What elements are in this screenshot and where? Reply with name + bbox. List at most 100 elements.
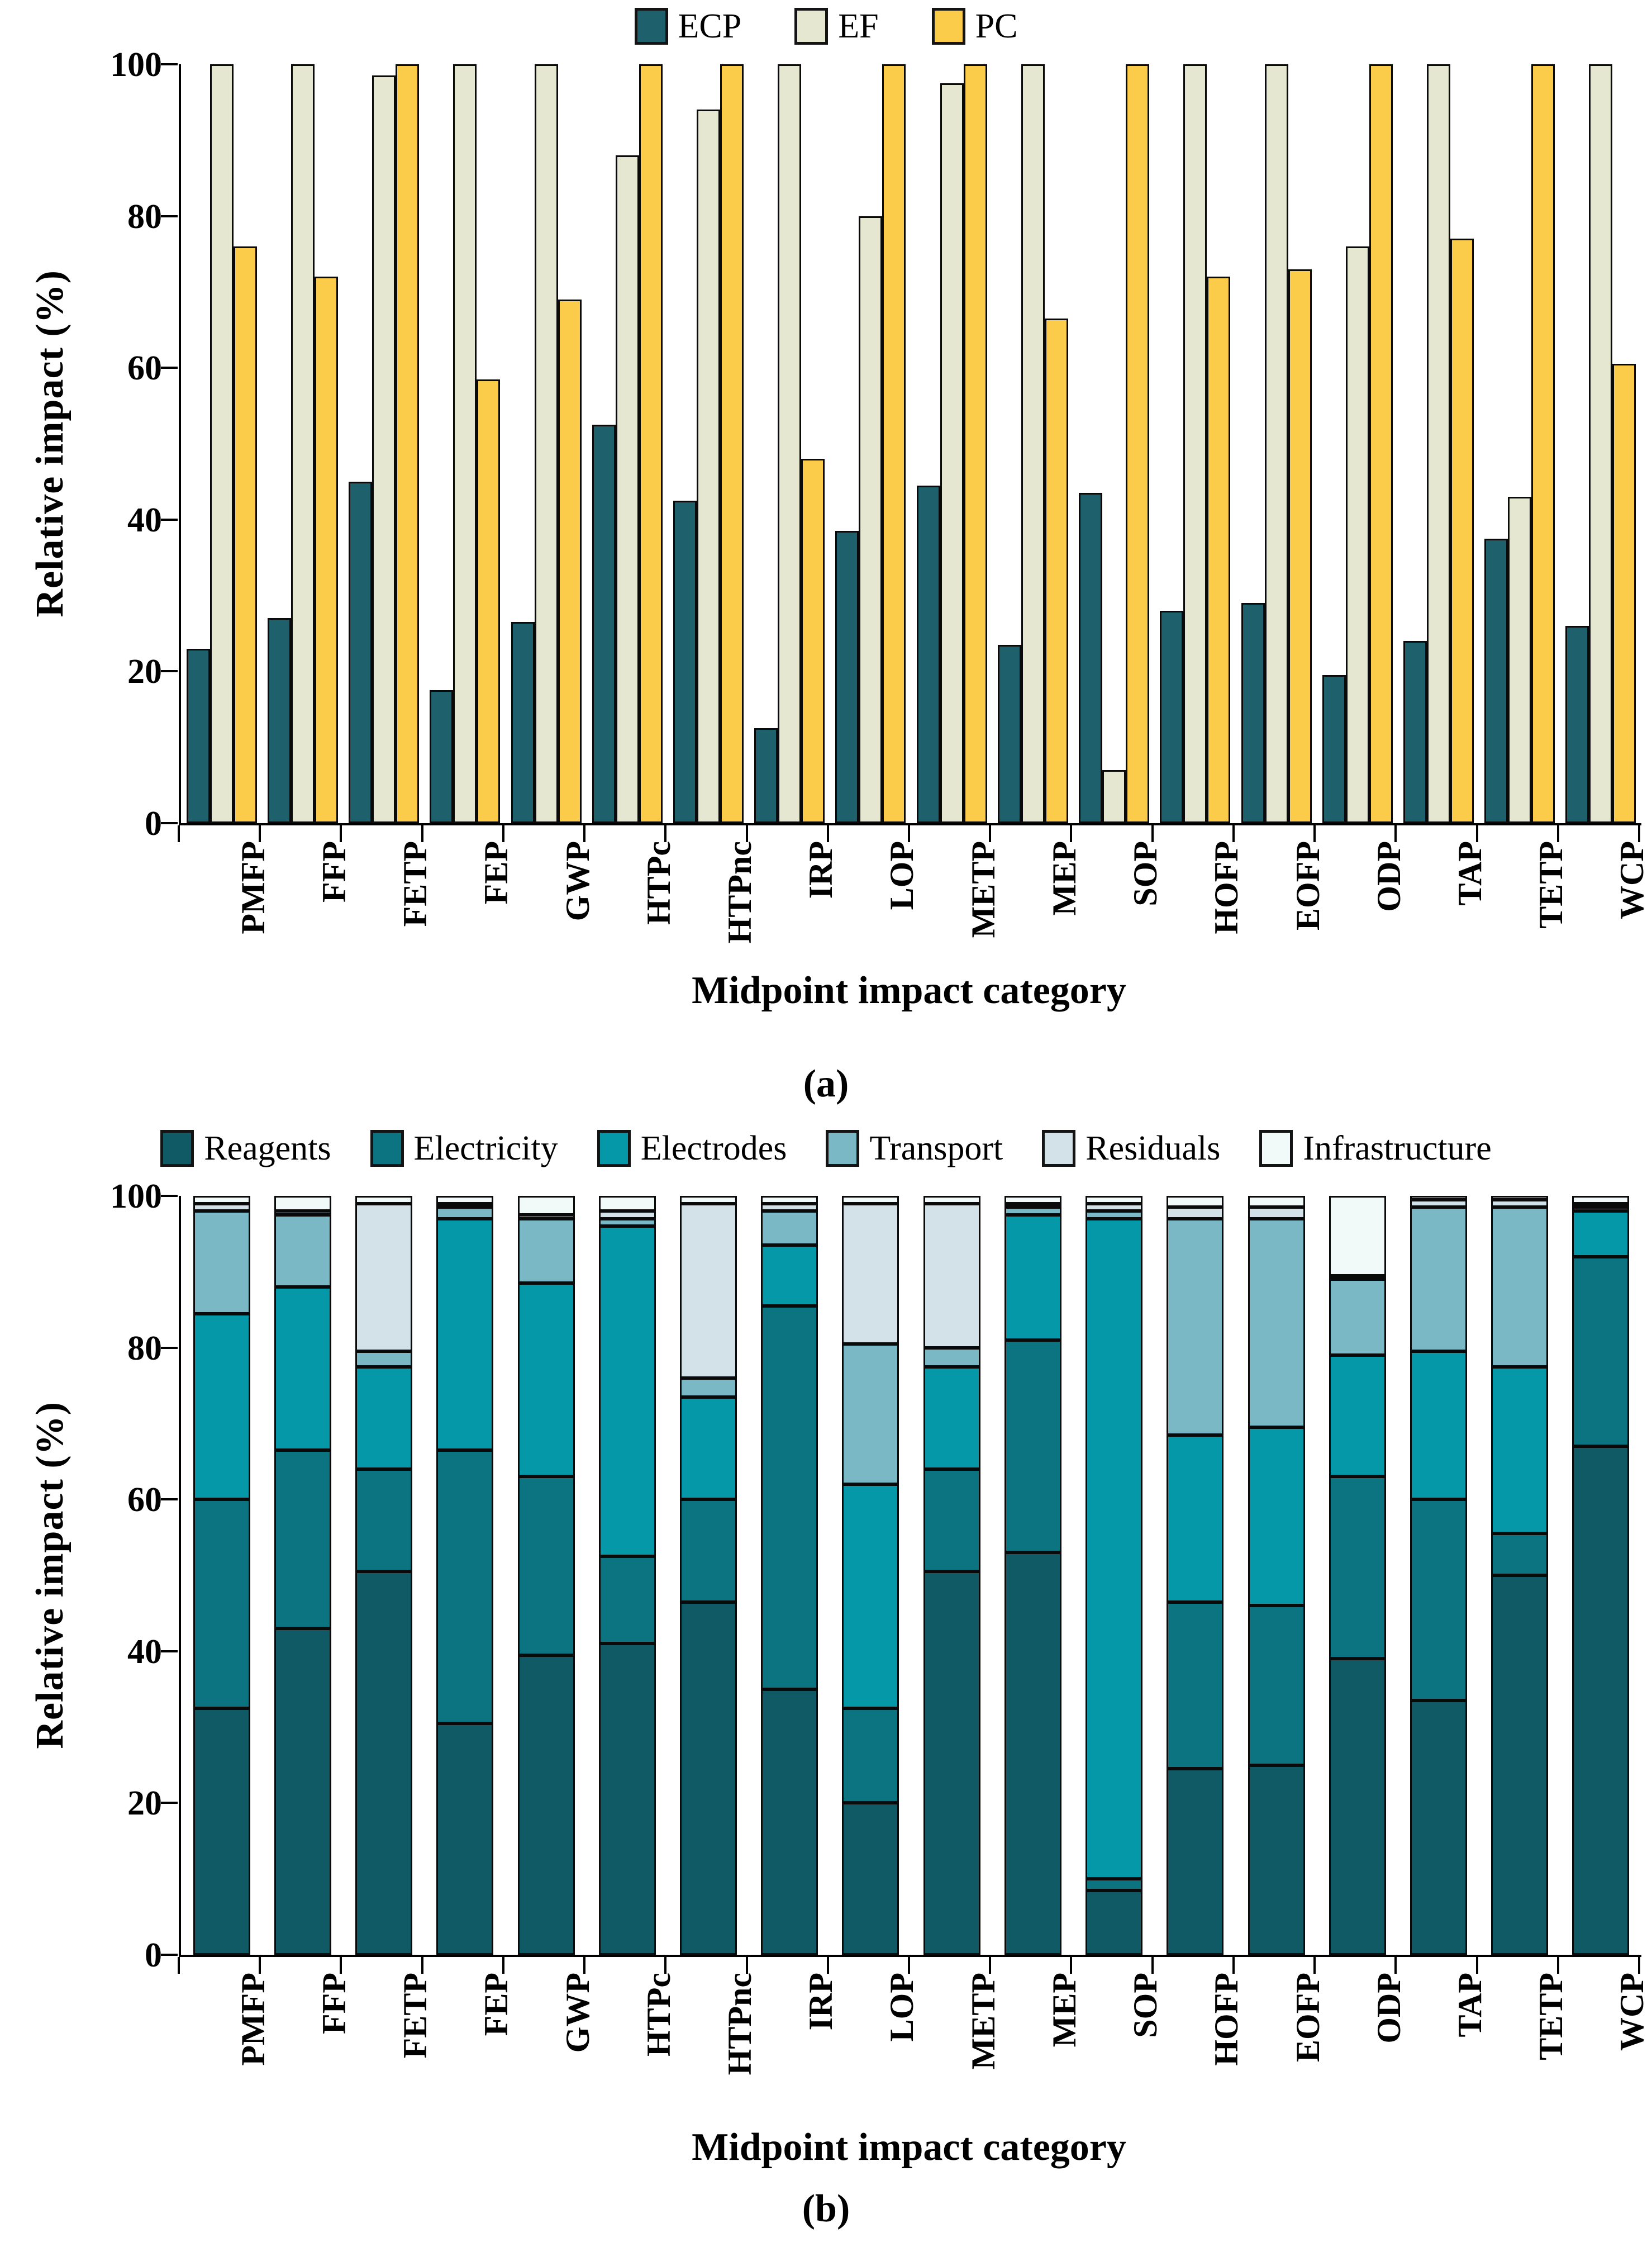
segment-reagents-pmfp <box>193 1708 250 1955</box>
x-tick-mark <box>1394 1957 1397 1974</box>
segment-reagents-lop <box>842 1803 899 1955</box>
x-tick-mark <box>989 825 992 842</box>
x-tick-label-lop: LOP <box>883 1973 921 2042</box>
x-tick-mark <box>1070 1957 1073 1974</box>
bar-ecp-gwp <box>511 622 535 823</box>
x-tick-mark <box>1313 825 1316 842</box>
segment-electrodes-fetp <box>355 1366 413 1469</box>
bar-pc-ffp <box>314 277 338 823</box>
legend-label: Infrastructure <box>1303 1129 1492 1167</box>
segment-electrodes-wcp <box>1572 1211 1630 1257</box>
x-tick-mark <box>340 825 342 842</box>
bar-pc-mep <box>1044 318 1068 823</box>
segment-transport-irp <box>761 1211 818 1246</box>
bar-ef-wcp <box>1589 64 1613 823</box>
segment-electrodes-tap <box>1410 1351 1467 1500</box>
x-tick-mark <box>259 1957 261 1974</box>
segment-electricity-lop <box>842 1708 899 1803</box>
segment-transport-hofp <box>1167 1218 1224 1435</box>
x-tick-label-eofp: EOFP <box>1289 1973 1326 2062</box>
segment-electricity-odp <box>1329 1476 1386 1659</box>
panel-b-y-tick-labels: 100 80 60 40 20 0 <box>61 1179 162 1973</box>
x-tick-label-wcp: WCP <box>1613 841 1651 919</box>
legend-swatch-infrastructure <box>1259 1130 1293 1167</box>
bar-ecp-fep <box>430 690 454 823</box>
segment-transport-sop <box>1086 1211 1143 1219</box>
segment-transport-tap <box>1410 1207 1467 1352</box>
y-tick-label: 40 <box>127 1632 162 1671</box>
bar-ef-hofp <box>1183 64 1207 823</box>
segment-transport-eofp <box>1248 1218 1305 1428</box>
bar-ef-htpc <box>615 155 639 823</box>
segment-infrastructure-odp <box>1329 1196 1386 1276</box>
bar-ecp-metp <box>916 485 940 823</box>
segment-residuals-metp <box>923 1203 980 1348</box>
bar-pc-wcp <box>1612 364 1636 823</box>
segment-infrastructure-ffp <box>274 1196 331 1212</box>
bar-pc-sop <box>1126 64 1150 823</box>
bar-pc-pmfp <box>233 246 257 823</box>
bar-pc-lop <box>882 64 906 823</box>
segment-electrodes-hofp <box>1167 1434 1224 1602</box>
legend-item-electricity: Electricity <box>370 1130 558 1167</box>
x-tick-mark <box>664 825 667 842</box>
segment-reagents-gwp <box>517 1655 575 1955</box>
bar-ecp-tetp <box>1484 538 1508 823</box>
segment-residuals-tap <box>1410 1199 1467 1208</box>
y-tick-mark <box>161 1802 178 1804</box>
legend-label: PC <box>975 7 1018 45</box>
segment-reagents-htpnc <box>679 1602 737 1955</box>
y-tick-mark <box>161 518 178 521</box>
bar-ef-eofp <box>1264 64 1288 823</box>
segment-residuals-eofp <box>1248 1207 1305 1219</box>
bar-pc-fetp <box>396 64 420 823</box>
x-tick-label-hofp: HOFP <box>1208 841 1245 934</box>
panel-a-x-axis-title: Midpoint impact category <box>692 969 1126 1012</box>
x-tick-mark <box>178 825 180 842</box>
y-tick-mark <box>161 670 178 673</box>
x-tick-label-eofp: EOFP <box>1289 841 1326 930</box>
segment-residuals-fep <box>436 1203 494 1208</box>
bar-ef-gwp <box>534 64 558 823</box>
legend-swatch-pc <box>931 8 965 45</box>
panel-b-legend: Reagents Electricity Electrodes Transport Re… <box>0 1130 1652 1167</box>
bar-ef-ffp <box>291 64 315 823</box>
x-tick-label-fep: FEP <box>478 841 515 905</box>
bar-pc-fep <box>477 379 501 823</box>
bar-ecp-pmfp <box>186 648 210 823</box>
legend-label: ECP <box>678 7 742 45</box>
segment-residuals-mep <box>1004 1203 1061 1208</box>
x-tick-label-pmfp: PMFP <box>234 1973 272 2066</box>
x-tick-mark <box>1151 1957 1154 1974</box>
panel-a-y-tick-labels: 100 80 60 40 20 0 <box>61 48 162 841</box>
segment-transport-lop <box>842 1343 899 1485</box>
x-tick-mark <box>1475 1957 1478 1974</box>
legend-item-residuals: Residuals <box>1042 1130 1220 1167</box>
x-tick-label-odp: ODP <box>1370 1973 1407 2044</box>
x-tick-mark <box>583 825 586 842</box>
legend-label: EF <box>838 7 879 45</box>
segment-residuals-lop <box>842 1203 899 1344</box>
y-tick-label: 0 <box>145 1936 162 1974</box>
bar-ef-fetp <box>372 75 396 823</box>
bar-ecp-irp <box>754 728 778 823</box>
x-tick-label-ffp: FFP <box>315 1973 353 2034</box>
segment-transport-fetp <box>355 1351 413 1367</box>
y-tick-mark <box>161 1498 178 1501</box>
x-tick-mark <box>421 825 423 842</box>
segment-infrastructure-wcp <box>1572 1196 1630 1204</box>
x-tick-label-htpc: HTPc <box>640 1973 677 2056</box>
x-tick-label-tap: TAP <box>1451 841 1488 906</box>
segment-reagents-htpc <box>598 1644 656 1955</box>
x-tick-label-tetp: TETP <box>1532 841 1570 929</box>
segment-electricity-fep <box>436 1450 494 1723</box>
x-tick-mark <box>826 825 829 842</box>
x-tick-label-metp: METP <box>964 841 1002 938</box>
bar-ecp-odp <box>1322 675 1346 823</box>
segment-residuals-pmfp <box>193 1203 250 1212</box>
bar-ef-odp <box>1345 246 1369 823</box>
segment-residuals-tetp <box>1491 1199 1549 1208</box>
bar-pc-metp <box>963 64 987 823</box>
bar-ef-htpnc <box>696 110 720 823</box>
